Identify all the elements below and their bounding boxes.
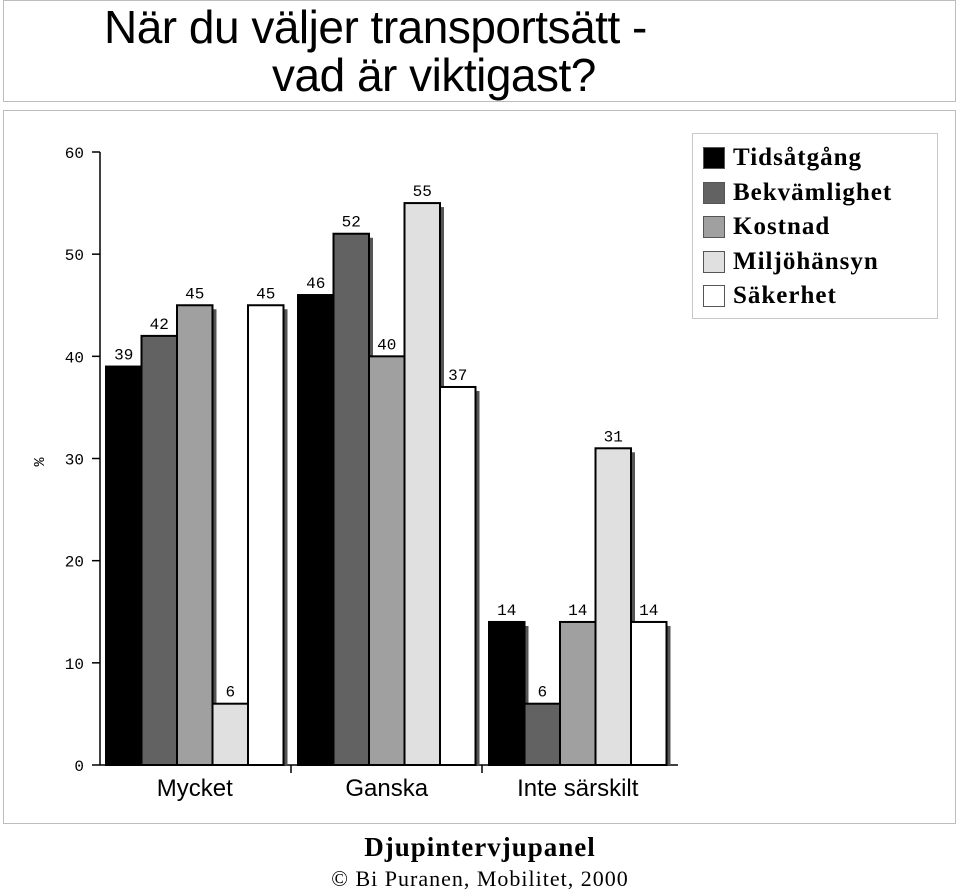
legend-label: Säkerhet	[733, 282, 837, 309]
bar-3-2	[523, 702, 561, 767]
bar-2-1	[297, 294, 335, 766]
legend-item: Bekvämlighet	[703, 178, 892, 208]
y-axis-label: %	[32, 457, 49, 467]
chart-title-line-2: vad är viktigast?	[272, 49, 596, 101]
bar-3-3	[559, 620, 597, 767]
y-tick-label: 30	[65, 452, 84, 470]
data-label: 6	[537, 684, 547, 702]
y-tick-label: 10	[65, 656, 84, 674]
bar-1-5	[247, 304, 285, 766]
bar-shadow	[283, 309, 288, 765]
legend-swatch	[703, 147, 725, 169]
legend-label: Tidsåtgång	[733, 144, 863, 171]
chart-title-line-1: När du väljer transportsätt -	[104, 1, 647, 53]
data-label: 39	[114, 347, 133, 365]
legend-swatch	[703, 250, 725, 273]
y-tick-label: 60	[65, 145, 84, 163]
legend-item: Tidsåtgång	[703, 143, 862, 173]
bar-shadow	[524, 625, 529, 765]
data-label: 45	[256, 285, 275, 303]
legend-label: Kostnad	[733, 213, 831, 240]
bar-2-2	[332, 232, 370, 766]
y-tick-label: 20	[65, 554, 84, 572]
legend-swatch	[703, 181, 725, 204]
bar-shadow	[475, 390, 480, 765]
bar-shadow	[631, 452, 635, 765]
data-label: 14	[639, 602, 658, 620]
data-label: 37	[448, 367, 467, 385]
data-label: 31	[604, 428, 623, 446]
bar-2-4	[403, 202, 441, 767]
bar-2-3	[368, 355, 406, 766]
data-label: 14	[568, 602, 587, 620]
data-label: 45	[185, 285, 204, 303]
data-label: 55	[413, 183, 432, 201]
footer-credit: © Bi Puranen, Mobilitet, 2000	[331, 866, 629, 891]
legend-swatch	[703, 285, 725, 307]
data-label: 40	[377, 336, 396, 354]
title-box	[3, 0, 956, 102]
bar-shadow	[212, 309, 217, 765]
category-label: Mycket	[157, 775, 233, 802]
y-tick-label: 40	[65, 349, 84, 367]
bar-1-1	[105, 365, 143, 766]
bar-2-5	[439, 385, 477, 766]
footer-title: Djupintervjupanel	[364, 832, 596, 862]
legend-label: Bekvämlighet	[733, 178, 893, 206]
bar-3-1	[488, 620, 526, 767]
y-tick-label: 0	[74, 758, 84, 776]
legend-item: Säkerhet	[703, 281, 837, 311]
data-label: 46	[306, 275, 325, 293]
data-label: 52	[342, 214, 361, 232]
bar-3-4	[594, 447, 632, 766]
category-label: Ganska	[345, 775, 428, 802]
legend-label: Miljöhänsyn	[733, 247, 879, 275]
y-tick-label: 50	[65, 247, 84, 265]
legend-item: Miljöhänsyn	[703, 247, 879, 277]
bar-shadow	[666, 625, 671, 765]
bar-chart: 0 10 20 30 40 50 60% 39 42 45 6 45 Mycket 46 52 40 55 37 G…	[32, 145, 678, 802]
data-label: 14	[497, 602, 516, 620]
bar-1-3	[176, 304, 214, 766]
data-label: 42	[150, 316, 169, 334]
bar-3-5	[630, 620, 668, 767]
data-label: 6	[225, 684, 235, 702]
legend: Tidsåtgång Bekvämlighet Kostnad Miljöhänsyn…	[692, 133, 938, 319]
legend-item: Kostnad	[703, 212, 830, 242]
bar-1-4	[211, 702, 249, 767]
legend-swatch	[703, 216, 725, 238]
category-label: Inte särskilt	[517, 775, 639, 802]
bar-1-2	[140, 334, 178, 766]
